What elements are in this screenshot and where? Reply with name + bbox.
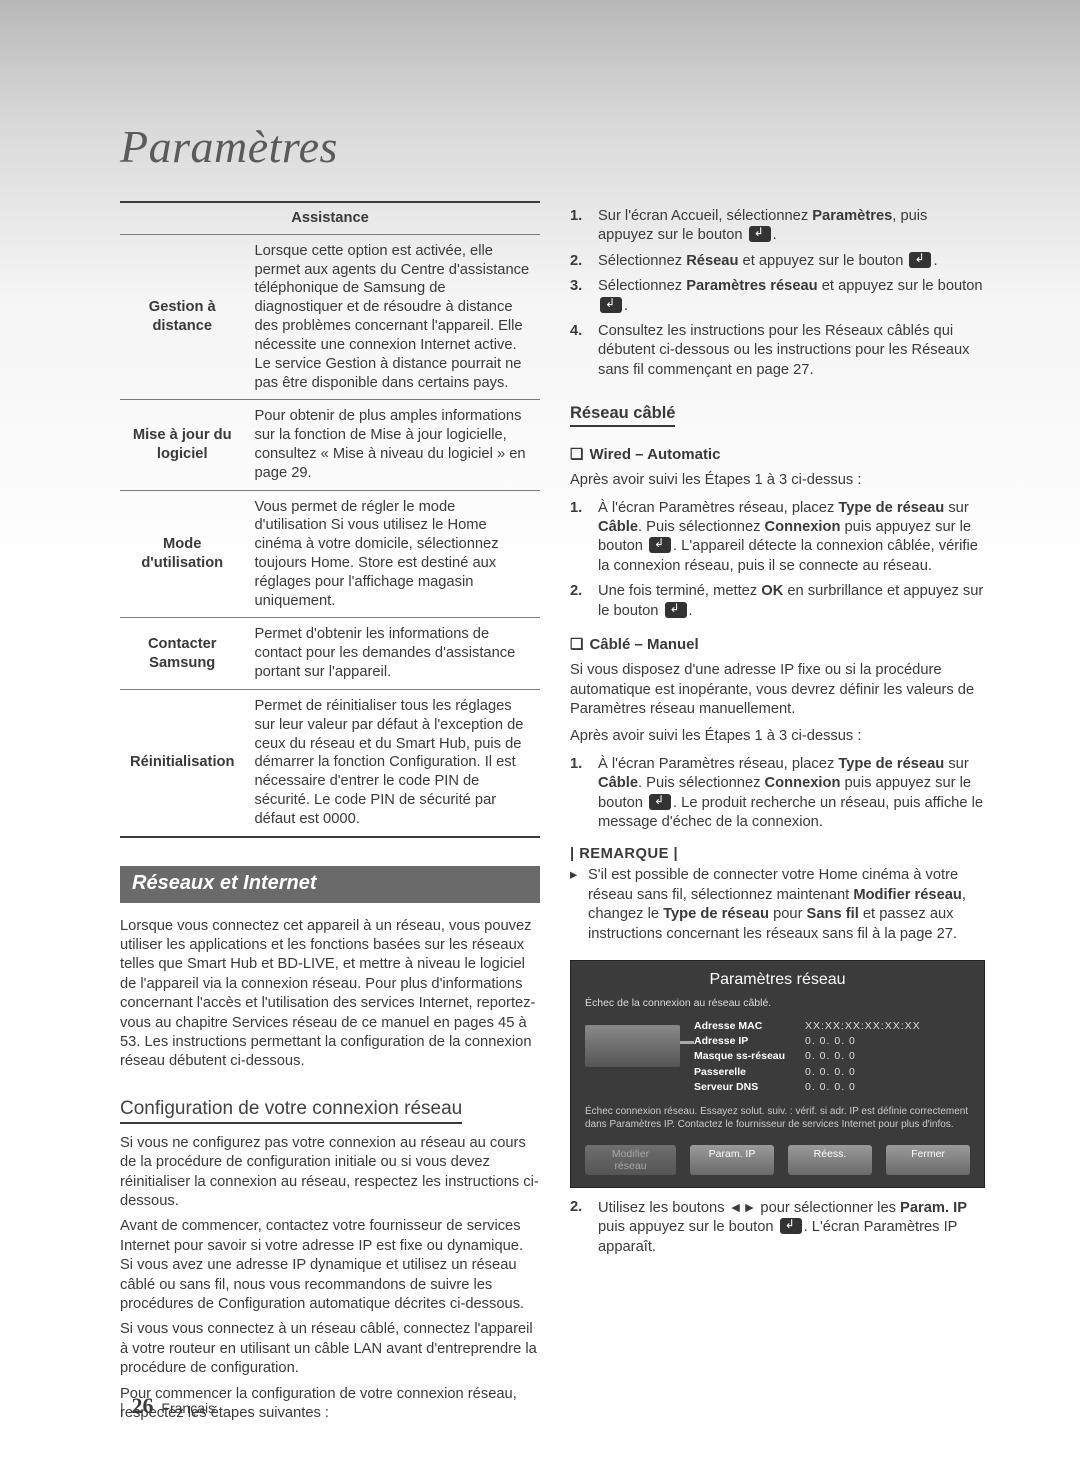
networks-intro: Lorsque vous connectez cet appareil à un…: [120, 917, 540, 1072]
row-label: Gestion à distance: [120, 234, 244, 400]
config-p1: Si vous ne configurez pas votre connexio…: [120, 1134, 540, 1212]
enter-icon: [600, 297, 622, 313]
panel-btn-paramip[interactable]: Param. IP: [690, 1145, 774, 1175]
row-label: Mode d'utilisation: [120, 490, 244, 618]
step: Une fois terminé, mettez OK en surbrilla…: [570, 582, 985, 621]
wired-manual-p1: Si vous disposez d'une adresse IP fixe o…: [570, 661, 985, 719]
network-settings-panel: Paramètres réseau Échec de la connexion …: [570, 960, 985, 1188]
left-column: Assistance Gestion à distance Lorsque ce…: [120, 201, 540, 1430]
step: Consultez les instructions pour les Rése…: [570, 322, 985, 380]
step: Sur l'écran Accueil, sélectionnez Paramè…: [570, 207, 985, 246]
wired-manual-title: Câblé – Manuel: [570, 635, 985, 653]
wired-auto-title: Wired – Automatic: [570, 445, 985, 463]
section-heading-networks: Réseaux et Internet: [120, 866, 540, 903]
wired-manual-p2: Après avoir suivi les Étapes 1 à 3 ci-de…: [570, 727, 985, 746]
wired-manual-steps: À l'écran Paramètres réseau, placez Type…: [570, 755, 985, 833]
remarque-label: | REMARQUE |: [570, 846, 985, 862]
enter-icon: [909, 252, 931, 268]
step: Utilisez les boutons ◄► pour sélectionne…: [570, 1198, 985, 1257]
panel-kv: Adresse MACXX:XX:XX:XX:XX:XX Adresse IP0…: [694, 1019, 921, 1095]
panel-btn-retry[interactable]: Réess.: [788, 1145, 872, 1175]
enter-icon: [749, 226, 771, 242]
arrow-icons: ◄►: [729, 1199, 757, 1215]
row-label: Mise à jour du logiciel: [120, 400, 244, 490]
row-label: Contacter Samsung: [120, 618, 244, 689]
wired-auto-steps: À l'écran Paramètres réseau, placez Type…: [570, 499, 985, 621]
page-title: Paramètres: [120, 120, 985, 173]
table-header: Assistance: [120, 202, 540, 234]
remarque-text: S'il est possible de connecter votre Hom…: [570, 866, 985, 944]
panel-subtitle: Échec de la connexion au réseau câblé.: [585, 997, 970, 1009]
enter-icon: [649, 794, 671, 810]
panel-btn-close[interactable]: Fermer: [886, 1145, 970, 1175]
config-p2: Avant de commencer, contactez votre four…: [120, 1217, 540, 1314]
config-p3: Si vous vous connectez à un réseau câblé…: [120, 1320, 540, 1378]
step: Sélectionnez Paramètres réseau et appuye…: [570, 277, 985, 316]
row-text: Pour obtenir de plus amples informations…: [244, 400, 540, 490]
assistance-table: Assistance Gestion à distance Lorsque ce…: [120, 201, 540, 838]
panel-btn-modify[interactable]: Modifier réseau: [585, 1145, 676, 1175]
row-text: Vous permet de régler le mode d'utilisat…: [244, 490, 540, 618]
row-text: Lorsque cette option est activée, elle p…: [244, 234, 540, 400]
step: À l'écran Paramètres réseau, placez Type…: [570, 499, 985, 577]
top-steps: Sur l'écran Accueil, sélectionnez Paramè…: [570, 207, 985, 380]
row-text: Permet d'obtenir les informations de con…: [244, 618, 540, 689]
enter-icon: [649, 537, 671, 553]
enter-icon: [665, 602, 687, 618]
wired-auto-intro: Après avoir suivi les Étapes 1 à 3 ci-de…: [570, 471, 985, 490]
after-panel-steps: Utilisez les boutons ◄► pour sélectionne…: [570, 1198, 985, 1257]
wired-heading: Réseau câblé: [570, 404, 675, 427]
row-label: Réinitialisation: [120, 689, 244, 836]
panel-title: Paramètres réseau: [585, 971, 970, 989]
page-footer: | 26 Français: [120, 1393, 215, 1419]
enter-icon: [780, 1218, 802, 1234]
step: À l'écran Paramètres réseau, placez Type…: [570, 755, 985, 833]
panel-message: Échec connexion réseau. Essayez solut. s…: [585, 1105, 970, 1131]
device-illustration: [585, 1025, 680, 1067]
step: Sélectionnez Réseau et appuyez sur le bo…: [570, 252, 985, 271]
config-heading: Configuration de votre connexion réseau: [120, 1098, 462, 1124]
row-text: Permet de réinitialiser tous les réglage…: [244, 689, 540, 836]
right-column: Sur l'écran Accueil, sélectionnez Paramè…: [570, 201, 985, 1430]
